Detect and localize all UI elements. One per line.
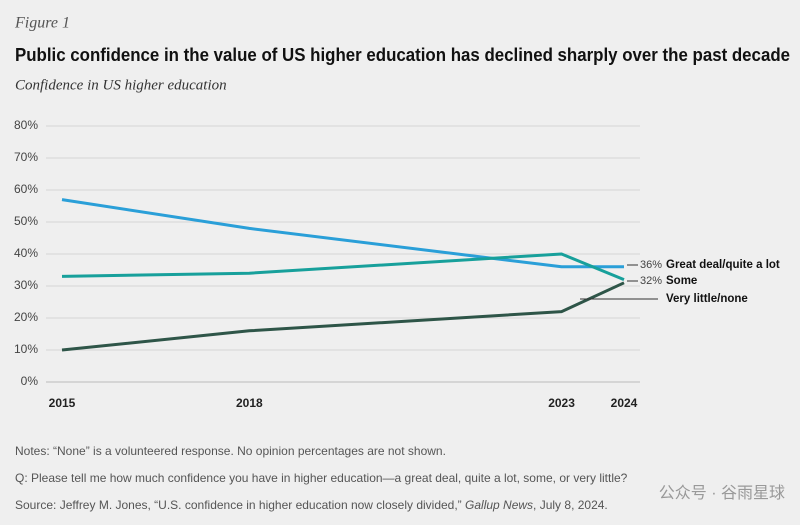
x-tick-label: 2024 (611, 396, 638, 410)
watermark: 公众号 · 谷雨星球 (659, 484, 785, 502)
y-tick-label: 60% (14, 182, 38, 196)
x-tick-label: 2018 (236, 396, 263, 410)
legend-label: Great deal/quite a lot (666, 259, 780, 271)
figure-label: Figure 1 (14, 15, 70, 32)
series-line (61, 281, 625, 352)
value-label: 32% (640, 275, 662, 287)
note: Q: Please tell me how much confidence yo… (15, 471, 628, 485)
source-date: , July 8, 2024. (533, 498, 608, 512)
source-publication: Gallup News (465, 498, 533, 512)
note: Notes: “None” is a volunteered response.… (15, 444, 446, 458)
series-line (61, 252, 625, 281)
y-tick-label: 20% (14, 310, 38, 324)
source-text: Source: Jeffrey M. Jones, “U.S. confiden… (15, 498, 465, 512)
y-tick-label: 70% (14, 150, 38, 164)
x-tick-label: 2015 (49, 396, 76, 410)
y-tick-label: 80% (14, 118, 38, 132)
value-label: 36% (640, 259, 662, 271)
source: Source: Jeffrey M. Jones, “U.S. confiden… (15, 498, 608, 512)
y-tick-label: 0% (21, 374, 39, 388)
x-tick-label: 2023 (548, 396, 575, 410)
y-tick-label: 10% (14, 342, 38, 356)
y-tick-label: 30% (14, 278, 38, 292)
y-tick-label: 40% (14, 246, 38, 260)
legend-label: Some (666, 275, 697, 287)
chart-title: Public confidence in the value of US hig… (15, 45, 790, 65)
y-tick-label: 50% (14, 214, 38, 228)
legend-label: Very little/none (666, 293, 748, 305)
chart-subtitle: Confidence in US higher education (15, 77, 227, 93)
